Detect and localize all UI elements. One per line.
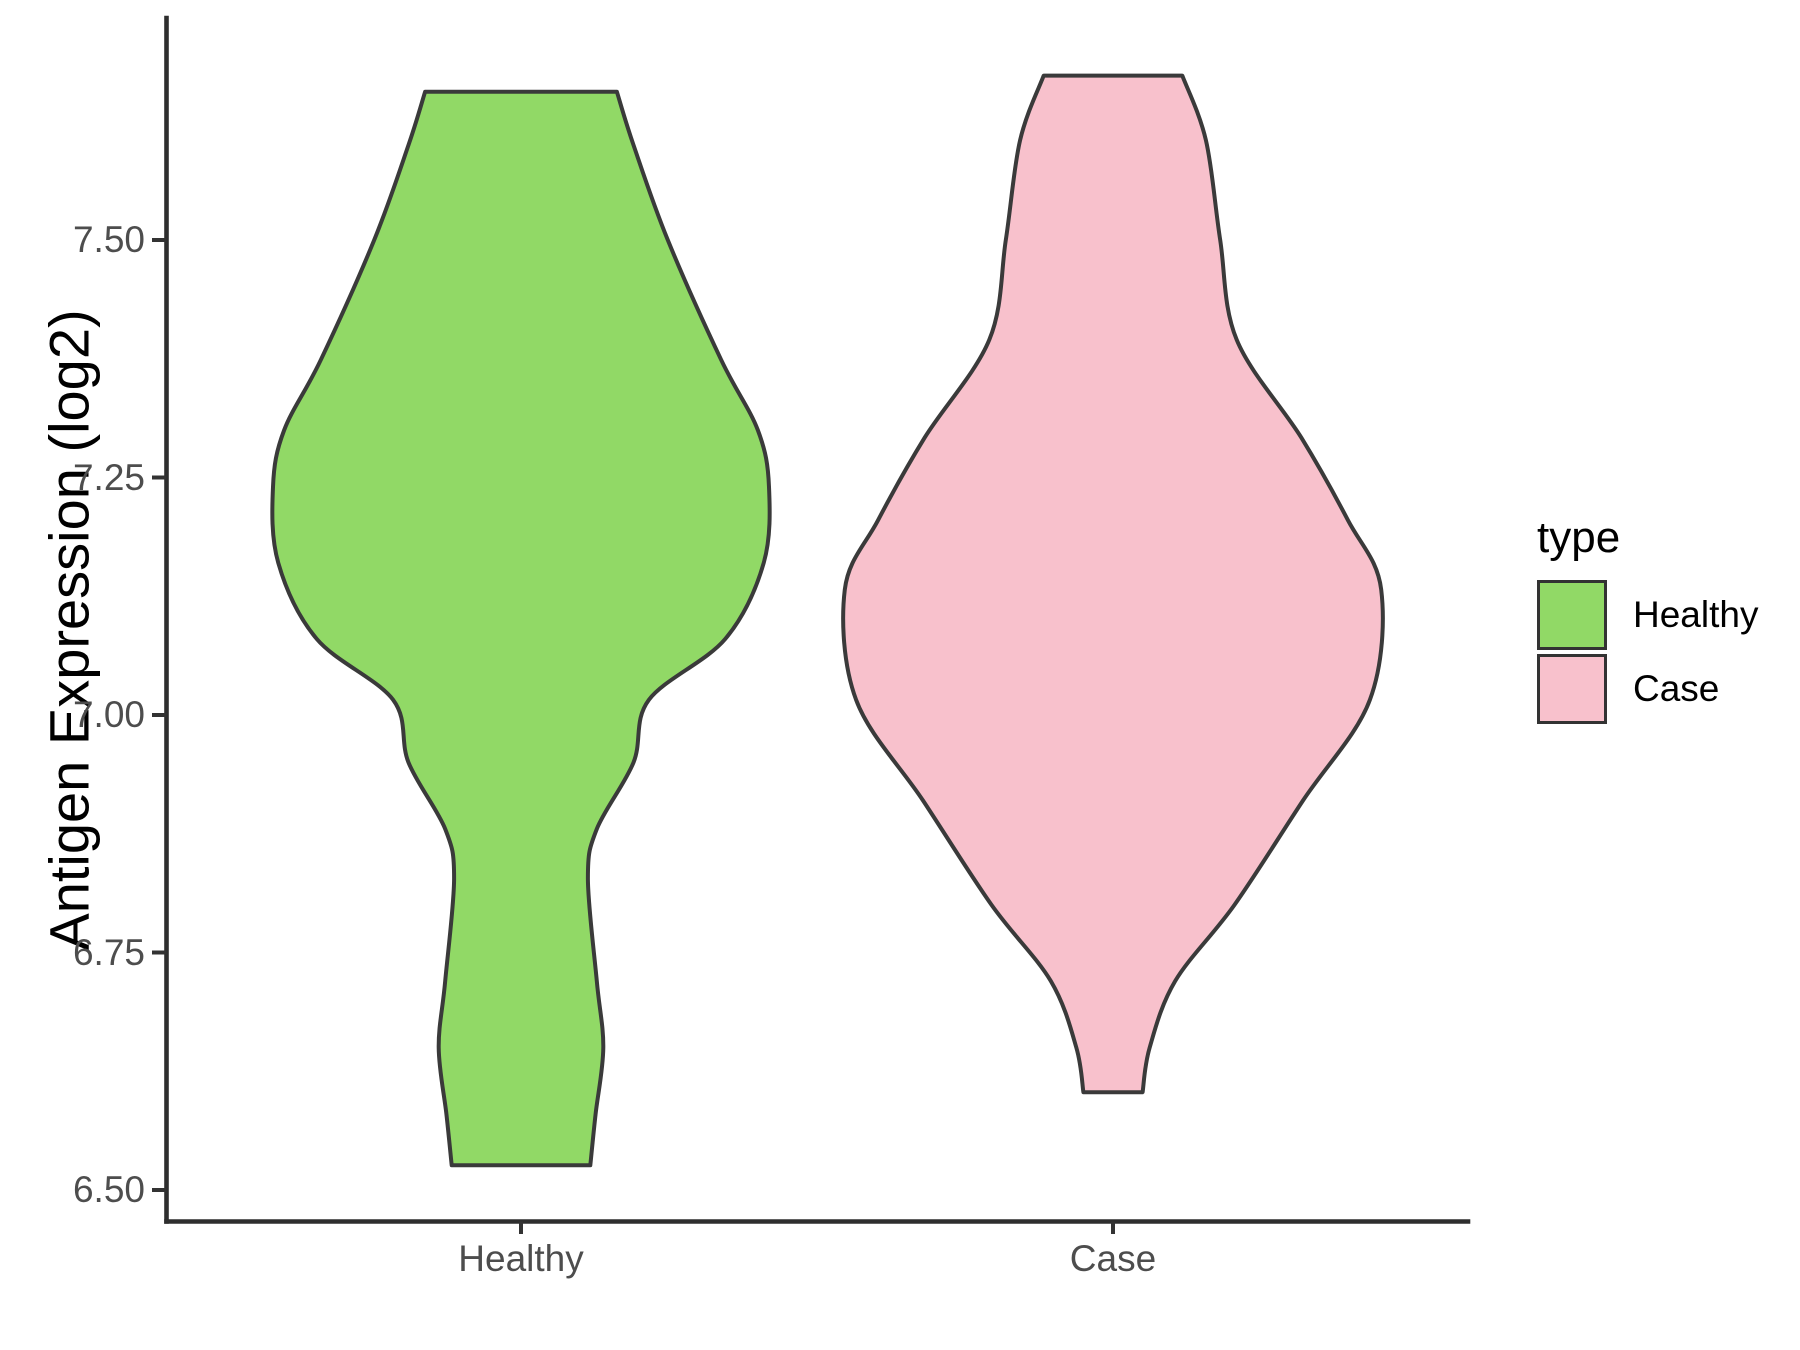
legend: type Healthy Case (1537, 512, 1758, 728)
legend-swatch-healthy-icon (1537, 580, 1607, 650)
y-axis-tick-label: 6.50 (72, 1169, 145, 1210)
legend-title: type (1537, 513, 1621, 562)
legend-item-healthy: Healthy (1537, 580, 1758, 650)
y-axis-tick-label: 7.50 (72, 219, 145, 260)
y-axis-tick-label: 7.00 (72, 694, 145, 735)
legend-label-healthy: Healthy (1633, 594, 1759, 635)
legend-swatch-case-icon (1537, 654, 1607, 724)
x-axis-tick-label-healthy: Healthy (458, 1238, 584, 1279)
violin-healthy (270, 89, 772, 1168)
legend-item-case: Case (1537, 654, 1758, 724)
y-axis-tick-label: 7.25 (72, 456, 145, 498)
y-axis-tick-label: 6.75 (72, 931, 145, 973)
legend-label-case: Case (1633, 668, 1720, 709)
y-axis-title: Antigen Expression (log2) (37, 309, 101, 951)
violin-case (841, 73, 1385, 1095)
x-axis-tick-label-case: Case (1069, 1238, 1157, 1279)
